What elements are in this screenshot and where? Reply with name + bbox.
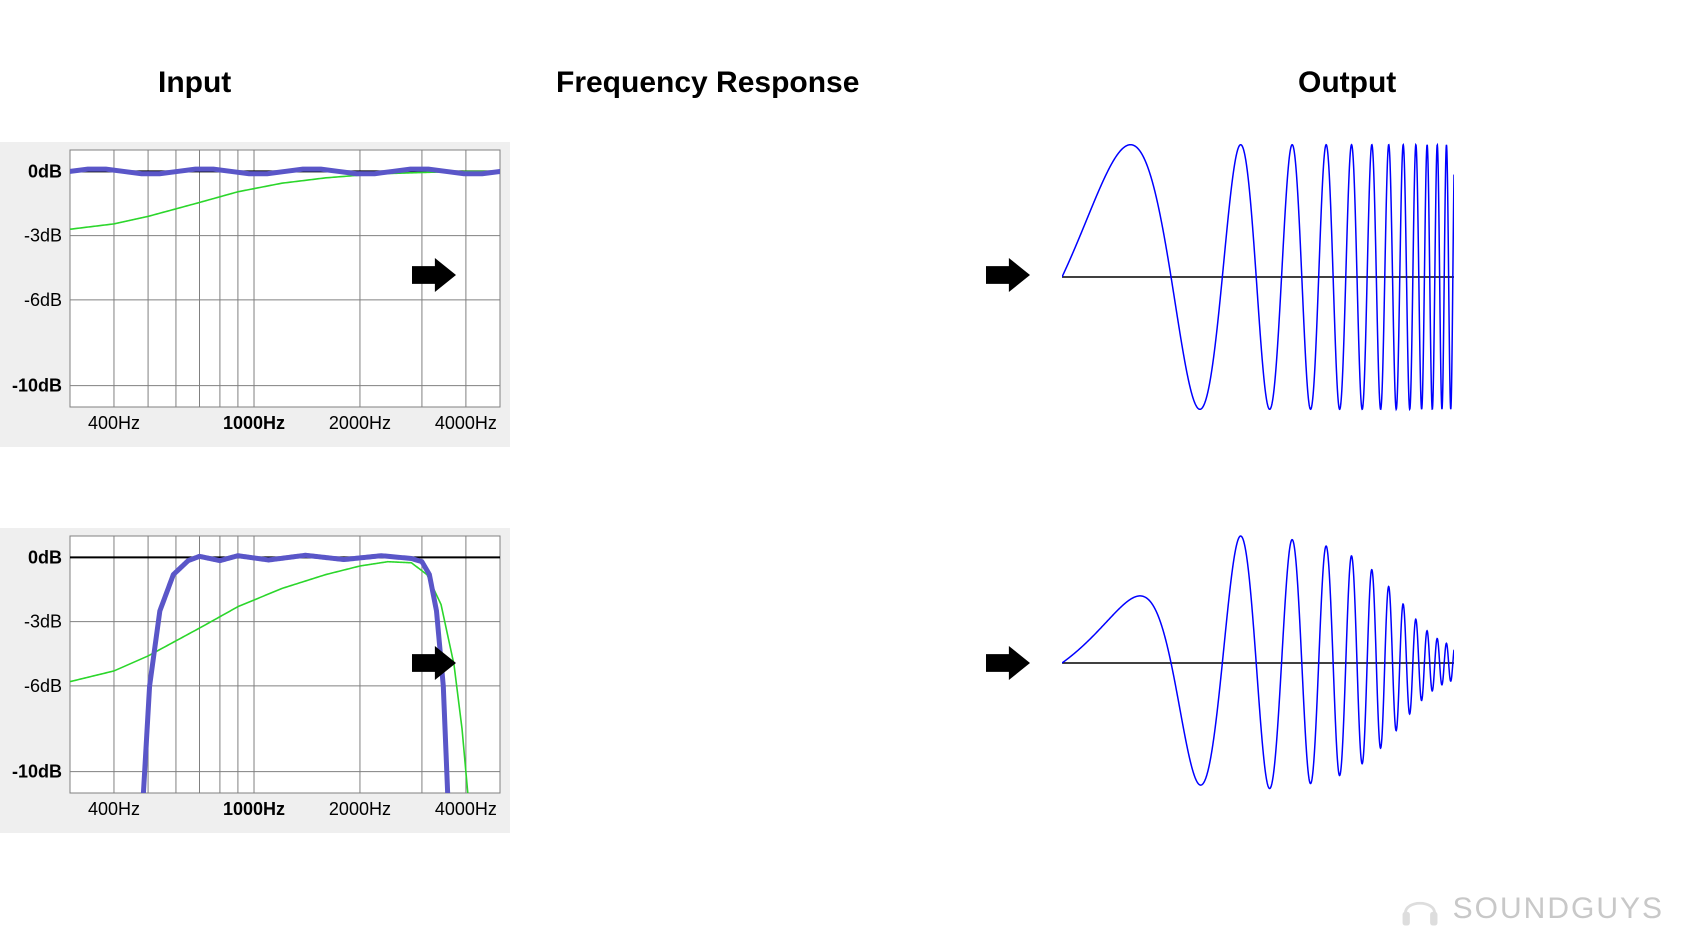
svg-text:0dB: 0dB: [28, 161, 62, 181]
arrow-icon: [412, 258, 456, 292]
svg-text:4000Hz: 4000Hz: [435, 799, 497, 819]
output-waveform-bottom: [1062, 528, 1454, 798]
svg-text:-6dB: -6dB: [24, 290, 62, 310]
svg-text:2000Hz: 2000Hz: [329, 413, 391, 433]
title-freq-response: Frequency Response: [556, 66, 859, 100]
watermark-text: SOUNDGUYS: [1453, 892, 1664, 926]
frequency-response-chart-bottom: 0dB -3dB -6dB -10dB 400Hz 1000Hz 2000Hz 4000Hz: [0, 528, 510, 833]
title-input: Input: [158, 66, 231, 100]
svg-text:1000Hz: 1000Hz: [223, 799, 285, 819]
frequency-response-chart-top: 0dB -3dB -6dB -10dB 400Hz 1000Hz 2000Hz 4000Hz: [0, 142, 510, 447]
title-output: Output: [1298, 66, 1396, 100]
svg-text:2000Hz: 2000Hz: [329, 799, 391, 819]
arrow-icon: [412, 646, 456, 680]
svg-text:1000Hz: 1000Hz: [223, 413, 285, 433]
headphones-icon: [1397, 886, 1443, 932]
svg-text:-6dB: -6dB: [24, 676, 62, 696]
svg-text:-3dB: -3dB: [24, 226, 62, 246]
watermark: SOUNDGUYS: [1397, 886, 1664, 932]
svg-text:400Hz: 400Hz: [88, 799, 140, 819]
arrow-icon: [986, 646, 1030, 680]
svg-text:-10dB: -10dB: [12, 376, 62, 396]
output-waveform-top: [1062, 142, 1454, 412]
svg-text:4000Hz: 4000Hz: [435, 413, 497, 433]
svg-text:0dB: 0dB: [28, 547, 62, 567]
svg-text:-10dB: -10dB: [12, 762, 62, 782]
svg-text:400Hz: 400Hz: [88, 413, 140, 433]
arrow-icon: [986, 258, 1030, 292]
svg-text:-3dB: -3dB: [24, 612, 62, 632]
